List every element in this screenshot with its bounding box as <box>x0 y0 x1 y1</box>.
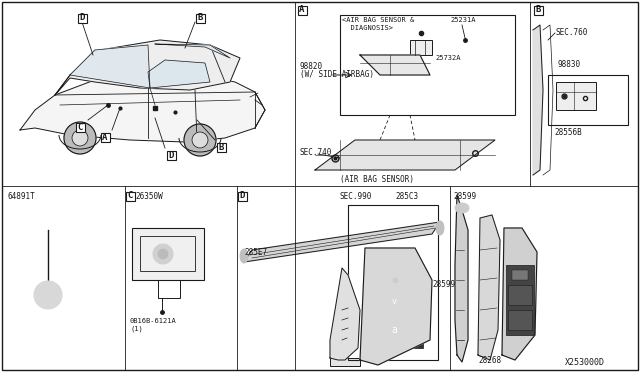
Ellipse shape <box>455 203 469 213</box>
Polygon shape <box>330 268 360 360</box>
Text: 0B16B-6121A: 0B16B-6121A <box>130 318 177 324</box>
Bar <box>348 205 438 360</box>
Polygon shape <box>360 55 430 75</box>
Bar <box>385 275 405 285</box>
Text: 28599: 28599 <box>432 280 455 289</box>
Bar <box>132 228 204 280</box>
Circle shape <box>34 281 62 309</box>
Text: A: A <box>300 6 305 15</box>
Text: D: D <box>239 192 244 201</box>
Text: C: C <box>77 122 83 131</box>
Bar <box>217 143 226 152</box>
Text: D: D <box>168 151 173 160</box>
Polygon shape <box>55 40 240 95</box>
Polygon shape <box>244 222 440 262</box>
Text: C: C <box>127 192 132 201</box>
Polygon shape <box>533 25 543 175</box>
Polygon shape <box>20 72 265 142</box>
Text: (W/ SIDE AIRBAG): (W/ SIDE AIRBAG) <box>300 70 374 79</box>
Bar <box>556 82 596 110</box>
Polygon shape <box>502 228 537 360</box>
Polygon shape <box>315 140 495 170</box>
Bar <box>368 268 423 348</box>
Text: SEC.990: SEC.990 <box>340 192 372 201</box>
Text: 26350W: 26350W <box>135 192 163 201</box>
Text: 28268: 28268 <box>478 356 501 365</box>
Bar <box>506 265 534 335</box>
Bar <box>512 270 528 280</box>
Text: 285E7: 285E7 <box>244 248 267 257</box>
Circle shape <box>158 249 168 259</box>
Circle shape <box>192 132 208 148</box>
Bar <box>76 123 85 132</box>
Bar <box>140 236 195 271</box>
Text: 285C3: 285C3 <box>395 192 418 201</box>
Bar <box>534 6 543 15</box>
Text: 28556B: 28556B <box>554 128 582 137</box>
Text: 64891T: 64891T <box>8 192 36 201</box>
Bar <box>508 310 532 330</box>
Text: v: v <box>392 298 397 307</box>
Polygon shape <box>155 44 230 58</box>
Ellipse shape <box>240 249 248 263</box>
Polygon shape <box>455 195 468 362</box>
Polygon shape <box>70 45 150 88</box>
Bar <box>373 290 415 313</box>
Polygon shape <box>360 248 432 365</box>
Bar <box>330 358 360 366</box>
Circle shape <box>153 244 173 264</box>
Text: SEC.760: SEC.760 <box>555 28 588 37</box>
Text: <AIR BAG SENSOR &: <AIR BAG SENSOR & <box>342 17 414 23</box>
Bar <box>548 75 628 125</box>
Text: A: A <box>102 132 108 141</box>
Text: B: B <box>535 6 541 15</box>
Bar <box>508 285 532 305</box>
Bar <box>158 280 180 298</box>
Bar <box>196 14 205 23</box>
Circle shape <box>184 124 216 156</box>
Bar <box>167 151 176 160</box>
Text: B: B <box>197 13 203 22</box>
Text: (AIR BAG SENSOR): (AIR BAG SENSOR) <box>340 175 414 184</box>
Text: DIAGNOSIS>: DIAGNOSIS> <box>342 25 393 31</box>
Circle shape <box>64 122 96 154</box>
Polygon shape <box>478 215 500 360</box>
Bar <box>340 15 515 115</box>
Text: 25732A: 25732A <box>435 55 461 61</box>
Bar <box>298 6 307 15</box>
Text: X253000D: X253000D <box>565 358 605 367</box>
Text: SEC.740: SEC.740 <box>300 148 332 157</box>
Bar <box>370 270 421 346</box>
Ellipse shape <box>436 221 444 235</box>
Text: 25231A: 25231A <box>450 17 476 23</box>
Bar <box>101 133 110 142</box>
Bar <box>126 192 135 201</box>
Bar <box>238 192 247 201</box>
Text: a: a <box>391 325 397 335</box>
Bar <box>373 318 415 341</box>
Circle shape <box>72 130 88 146</box>
Text: 98830: 98830 <box>558 60 581 69</box>
Text: 28599: 28599 <box>453 192 476 201</box>
Text: (1): (1) <box>130 326 143 333</box>
Bar <box>78 14 87 23</box>
Polygon shape <box>148 60 210 88</box>
Text: D: D <box>79 13 84 22</box>
Text: B: B <box>218 142 224 151</box>
Bar <box>410 40 432 55</box>
Text: 98820: 98820 <box>300 62 323 71</box>
